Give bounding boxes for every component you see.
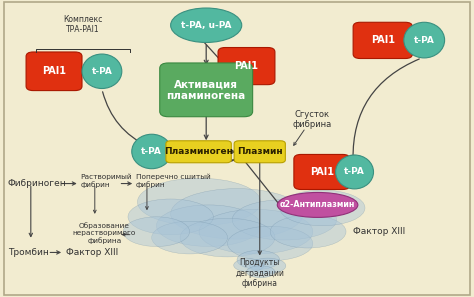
Text: PAI1: PAI1	[235, 61, 258, 71]
Text: Плазмин: Плазмин	[237, 147, 283, 156]
Ellipse shape	[171, 189, 303, 239]
Ellipse shape	[137, 178, 261, 226]
Text: Активация
пламиногена: Активация пламиногена	[166, 79, 246, 101]
Ellipse shape	[171, 8, 242, 42]
Ellipse shape	[152, 221, 228, 254]
Ellipse shape	[82, 54, 122, 89]
FancyBboxPatch shape	[166, 141, 231, 163]
Ellipse shape	[237, 250, 280, 269]
FancyBboxPatch shape	[234, 141, 285, 163]
Ellipse shape	[228, 226, 313, 261]
Ellipse shape	[199, 209, 313, 254]
Text: Фактор XIII: Фактор XIII	[66, 248, 118, 257]
Text: PAI1: PAI1	[310, 167, 334, 177]
Text: PAI1: PAI1	[371, 35, 395, 45]
Text: Комплекс
ТРА-PAI1: Комплекс ТРА-PAI1	[63, 15, 103, 34]
FancyBboxPatch shape	[353, 22, 412, 59]
Ellipse shape	[280, 190, 365, 226]
Ellipse shape	[234, 259, 264, 272]
Ellipse shape	[156, 205, 261, 247]
Text: t-PA: t-PA	[91, 67, 112, 76]
Ellipse shape	[404, 22, 445, 58]
Text: Образование
нерастворимого
фибрина: Образование нерастворимого фибрина	[73, 222, 136, 244]
Text: Поперечно сшитый
фибрин: Поперечно сшитый фибрин	[136, 173, 211, 188]
Text: t-PA: t-PA	[141, 147, 162, 156]
Ellipse shape	[270, 215, 346, 248]
Ellipse shape	[250, 258, 286, 274]
Text: Сгусток
фибрина: Сгусток фибрина	[292, 110, 331, 129]
Text: Фактор XIII: Фактор XIII	[353, 227, 405, 236]
Text: t-PA: t-PA	[344, 168, 365, 176]
Text: Фибриноген: Фибриноген	[7, 179, 66, 188]
Text: t-PA, u-PA: t-PA, u-PA	[181, 21, 231, 30]
FancyBboxPatch shape	[218, 48, 275, 85]
Ellipse shape	[128, 199, 213, 235]
Text: t-PA: t-PA	[414, 36, 435, 45]
Ellipse shape	[232, 200, 337, 240]
Text: α2-Антиплазмин: α2-Антиплазмин	[280, 200, 356, 209]
Text: Растворимый
фибрин: Растворимый фибрин	[81, 174, 132, 188]
Text: Плазминоген: Плазминоген	[164, 147, 233, 156]
FancyBboxPatch shape	[160, 63, 253, 117]
Text: Продукты
деградации
фибрина: Продукты деградации фибрина	[235, 258, 284, 288]
Ellipse shape	[246, 266, 275, 278]
Ellipse shape	[277, 192, 358, 217]
FancyBboxPatch shape	[26, 52, 82, 91]
Ellipse shape	[336, 155, 374, 189]
FancyBboxPatch shape	[294, 154, 350, 189]
Text: Тромбин: Тромбин	[8, 248, 49, 257]
Ellipse shape	[180, 218, 275, 257]
Ellipse shape	[132, 134, 172, 169]
Ellipse shape	[123, 217, 190, 247]
Text: PAI1: PAI1	[42, 66, 66, 76]
